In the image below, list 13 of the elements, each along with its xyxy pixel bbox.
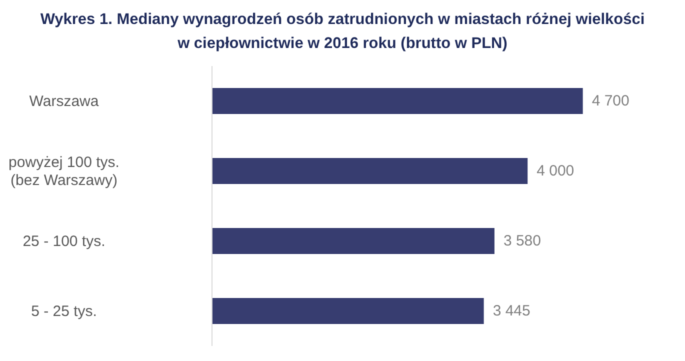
bar (212, 298, 484, 324)
y-tick-label: 25 - 100 tys. (22, 232, 106, 250)
data-label: 4 000 (536, 162, 574, 180)
bar (212, 228, 494, 254)
data-label: 3 445 (492, 302, 530, 320)
bar (212, 88, 583, 114)
y-tick-label: powyżej 100 tys. (bez Warszawy) (8, 154, 120, 188)
data-label: 4 700 (592, 92, 630, 110)
y-tick-label: Warszawa (29, 92, 100, 110)
y-tick-label: 5 - 25 tys. (31, 302, 97, 320)
data-label: 3 580 (503, 232, 542, 250)
bar (212, 158, 528, 184)
chart-title: Wykres 1. Mediany wynagrodzeń osób zatrudnionych w miastach różnej wielkości w ciepłownictwie w 2016 roku (brutto w PLN) (39, 10, 646, 54)
